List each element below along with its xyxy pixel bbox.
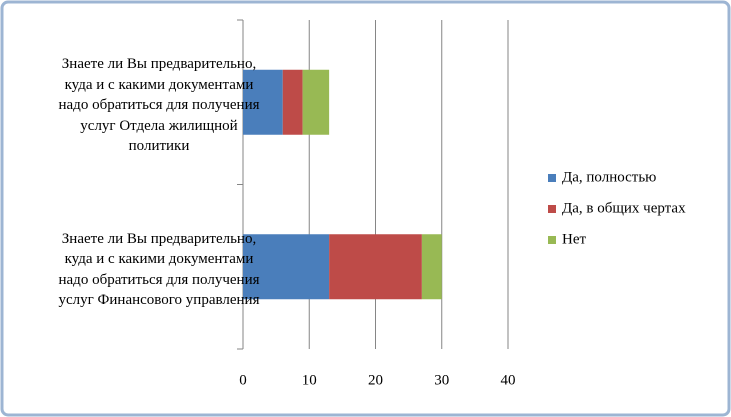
legend-swatch: [548, 174, 556, 182]
bar-segment: [282, 69, 303, 135]
legend-swatch: [548, 236, 556, 244]
category-label: Знаете ли Вы предварительно, куда и с ка…: [58, 56, 260, 154]
x-tick-label: 0: [239, 372, 247, 388]
legend-label: Нет: [562, 231, 586, 247]
bar-segment: [243, 234, 330, 300]
x-tick-label: 10: [302, 372, 317, 388]
bar-segment: [302, 69, 330, 135]
bar-segment: [421, 234, 442, 300]
x-tick-label: 40: [501, 372, 516, 388]
bar-segment: [243, 69, 283, 135]
x-tick-label: 30: [434, 372, 449, 388]
category-label: Знаете ли Вы предварительно, куда и с ка…: [58, 230, 260, 309]
bar-segment: [329, 234, 422, 300]
legend-label: Да, в общих чертах: [562, 200, 686, 216]
legend-swatch: [548, 205, 556, 213]
legend-label: Да, полностью: [562, 169, 656, 185]
x-tick-label: 20: [368, 372, 383, 388]
